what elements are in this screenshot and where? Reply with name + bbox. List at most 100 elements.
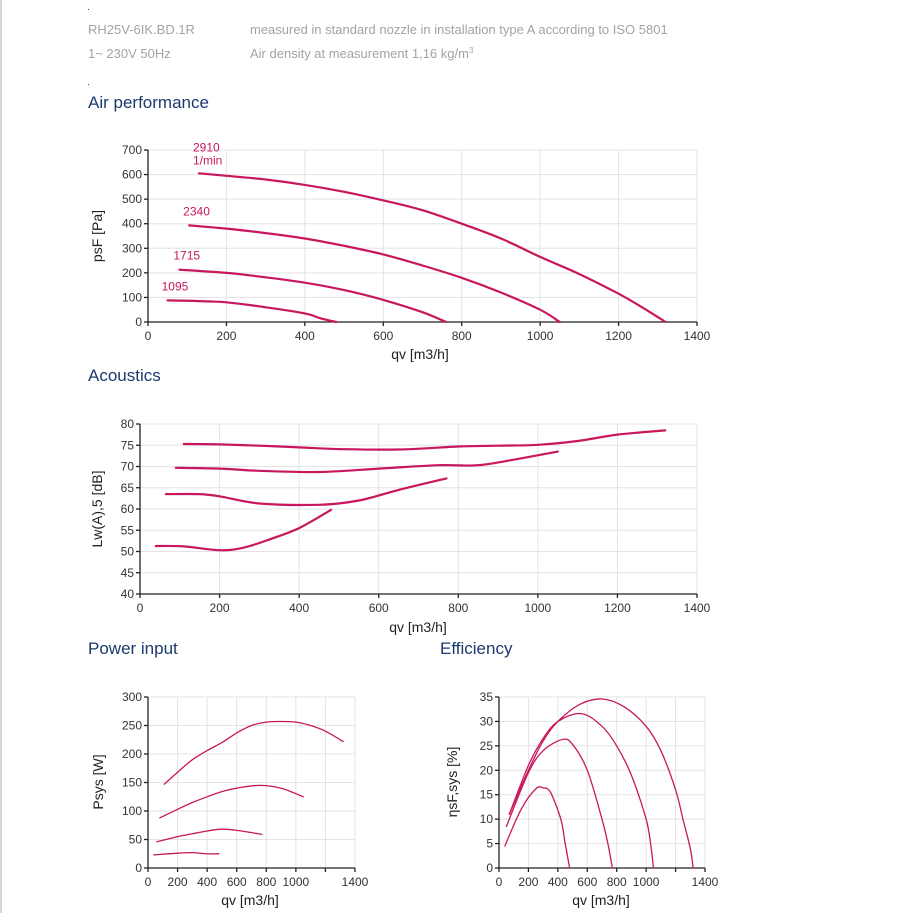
air-density-superscript: 3 — [468, 46, 474, 55]
y-tick-label: 0 — [486, 861, 493, 875]
x-tick-label: 600 — [227, 875, 247, 889]
x-tick-label: 400 — [289, 601, 309, 615]
y-axis-title: Lw(A),5 [dB] — [89, 470, 105, 547]
bullet-dot — [88, 84, 89, 85]
y-tick-label: 300 — [122, 690, 142, 704]
x-tick-label: 800 — [448, 601, 468, 615]
y-tick-label: 50 — [121, 545, 135, 559]
series-line-1715 — [178, 268, 448, 324]
y-tick-label: 700 — [122, 143, 142, 157]
x-tick-label: 600 — [373, 329, 393, 343]
y-tick-label: 15 — [480, 788, 494, 802]
y-axis-title: psF [Pa] — [89, 210, 105, 262]
y-tick-label: 30 — [480, 714, 494, 728]
y-tick-label: 100 — [122, 290, 142, 304]
x-tick-label: 1200 — [604, 601, 631, 615]
x-axis-title: qv [m3/h] — [389, 619, 447, 635]
section-title-air-performance: Air performance — [88, 93, 209, 112]
y-tick-label: 55 — [121, 523, 135, 537]
y-tick-label: 10 — [480, 812, 494, 826]
y-tick-label: 75 — [121, 438, 135, 452]
y-tick-label: 60 — [121, 502, 135, 516]
x-axis-title: qv [m3/h] — [391, 346, 449, 362]
x-tick-label: 1000 — [283, 875, 310, 889]
y-tick-label: 5 — [486, 837, 493, 851]
y-tick-label: 70 — [121, 460, 135, 474]
x-tick-label: 1400 — [684, 601, 711, 615]
power-supply: 1~ 230V 50Hz — [88, 46, 171, 61]
x-tick-label: 200 — [518, 875, 538, 889]
x-axis-title: qv [m3/h] — [572, 892, 630, 908]
series-line-1095 — [166, 299, 338, 324]
series-line-1095 — [154, 508, 333, 552]
page-left-border — [0, 0, 2, 913]
x-tick-label: 1400 — [342, 875, 369, 889]
y-tick-label: 400 — [122, 217, 142, 231]
x-tick-label: 1400 — [684, 329, 711, 343]
y-tick-label: 500 — [122, 192, 142, 206]
section-title-acoustics: Acoustics — [88, 366, 161, 385]
series-line-2340 — [159, 784, 304, 819]
x-tick-label: 200 — [210, 601, 230, 615]
x-tick-label: 200 — [216, 329, 236, 343]
y-axis-title: ηsF,sys [%] — [444, 747, 460, 818]
x-tick-label: 200 — [168, 875, 188, 889]
series-label-1095: 1095 — [162, 279, 189, 293]
series-line-2910 — [508, 698, 694, 869]
y-tick-label: 40 — [121, 587, 135, 601]
x-tick-label: 400 — [548, 875, 568, 889]
series-line-2910 — [197, 172, 667, 324]
series-label-2340: 2340 — [183, 204, 210, 218]
y-tick-label: 65 — [121, 481, 135, 495]
y-tick-label: 25 — [480, 739, 494, 753]
series-label-1715: 1715 — [173, 249, 200, 263]
x-tick-label: 1400 — [692, 875, 719, 889]
series-line-1715 — [505, 738, 613, 869]
x-tick-label: 1000 — [527, 329, 554, 343]
x-tick-label: 1000 — [525, 601, 552, 615]
x-tick-label: 1200 — [605, 329, 632, 343]
x-tick-label: 600 — [577, 875, 597, 889]
x-tick-label: 800 — [452, 329, 472, 343]
x-tick-label: 0 — [145, 875, 152, 889]
y-tick-label: 0 — [135, 315, 142, 329]
series-line-1715 — [164, 477, 448, 507]
y-tick-label: 50 — [129, 833, 143, 847]
section-title-power-input: Power input — [88, 639, 178, 658]
x-tick-label: 400 — [197, 875, 217, 889]
y-tick-label: 35 — [480, 690, 494, 704]
y-tick-label: 200 — [122, 266, 142, 280]
series-label-2910: 2910 — [193, 140, 220, 154]
series-line-1095 — [153, 851, 220, 856]
series-line-2910 — [182, 429, 667, 451]
y-tick-label: 0 — [135, 861, 142, 875]
y-axis-title: Psys [W] — [90, 754, 106, 809]
y-tick-label: 150 — [122, 776, 142, 790]
measurement-note: measured in standard nozzle in installat… — [250, 22, 668, 37]
air-density-text: Air density at measurement 1,16 kg/m — [250, 46, 469, 61]
y-tick-label: 20 — [480, 763, 494, 777]
y-tick-label: 100 — [122, 804, 142, 818]
series-line-2340 — [188, 224, 561, 324]
x-tick-label: 0 — [145, 329, 152, 343]
y-tick-label: 45 — [121, 566, 135, 580]
x-tick-label: 400 — [295, 329, 315, 343]
series-line-1095 — [504, 786, 571, 869]
series-line-1715 — [156, 828, 263, 843]
y-tick-label: 300 — [122, 241, 142, 255]
series-line-2340 — [174, 450, 559, 474]
model-name: RH25V-6IK.BD.1R — [88, 22, 195, 37]
y-tick-label: 600 — [122, 168, 142, 182]
y-tick-label: 80 — [121, 417, 135, 431]
x-tick-label: 800 — [256, 875, 276, 889]
y-tick-label: 250 — [122, 719, 142, 733]
x-tick-label: 0 — [496, 875, 503, 889]
x-tick-label: 0 — [137, 601, 144, 615]
x-axis-title: qv [m3/h] — [221, 892, 279, 908]
series-line-2910 — [163, 720, 344, 785]
y-tick-label: 200 — [122, 747, 142, 761]
x-tick-label: 800 — [607, 875, 627, 889]
